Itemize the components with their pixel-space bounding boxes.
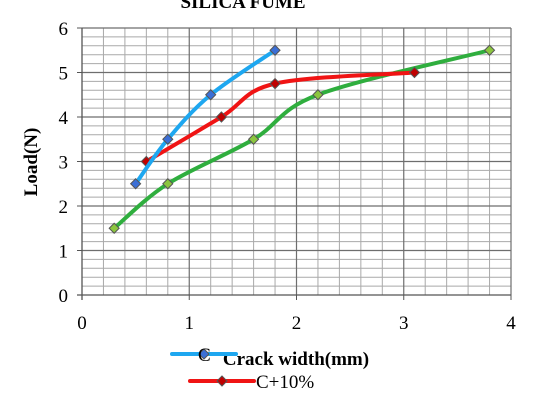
y-tick-label: 4 [59, 108, 69, 129]
y-tick-label: 5 [59, 64, 69, 85]
data-point [483, 44, 496, 56]
data-point [129, 178, 142, 190]
x-tick-label: 2 [292, 313, 302, 334]
legend-item-c: C [170, 345, 238, 366]
series-line [133, 48, 278, 186]
x-tick-label: 0 [77, 313, 87, 334]
series-c [129, 44, 281, 190]
y-axis-title: Load(N) [21, 128, 42, 197]
chart-title: SILICA FUME [180, 0, 305, 13]
tick-labels: 0 1 2 3 4 0 1 2 3 4 5 6 [59, 19, 517, 334]
y-tick-label: 0 [59, 286, 69, 307]
data-point [269, 77, 281, 90]
series-c-plus-10 [140, 66, 421, 168]
y-tick-label: 3 [59, 153, 69, 174]
data-point [312, 89, 324, 101]
data-point [204, 89, 217, 101]
x-tick-label: 1 [185, 313, 195, 334]
data-point [108, 222, 120, 234]
legend-item-c-plus-10: C+10% [188, 372, 314, 393]
major-grid [82, 27, 512, 295]
data-point [162, 133, 174, 145]
x-axis-title: Crack width(mm) [223, 349, 369, 370]
y-tick-label: 1 [59, 242, 69, 263]
legend-label: C [198, 345, 211, 366]
legend-label: C+10% [256, 372, 314, 393]
axes [77, 27, 512, 300]
data-point [408, 66, 421, 79]
series-layer [108, 44, 496, 234]
data-point [247, 133, 260, 145]
y-tick-label: 6 [59, 19, 69, 40]
x-tick-label: 4 [506, 313, 516, 334]
legend: C C+10% [170, 345, 314, 393]
legend-swatch-marker [216, 375, 228, 387]
data-point [215, 111, 228, 123]
legend-swatch-marker [198, 348, 210, 360]
data-point [269, 44, 281, 56]
series-line [144, 70, 417, 164]
y-tick-label: 2 [59, 197, 69, 218]
data-point [162, 178, 174, 190]
x-tick-label: 3 [399, 313, 409, 334]
